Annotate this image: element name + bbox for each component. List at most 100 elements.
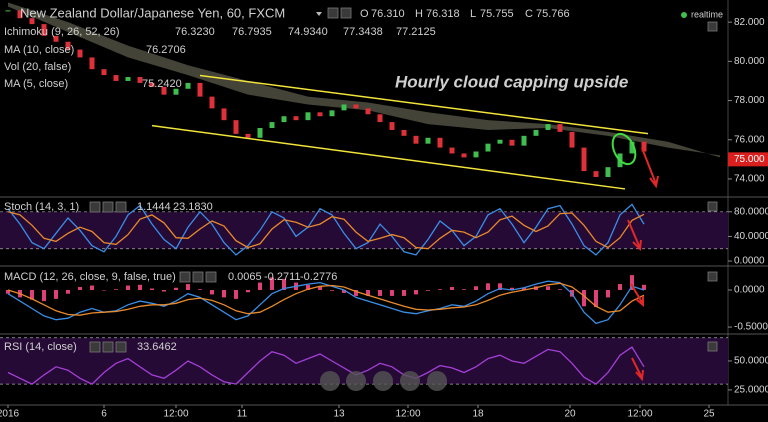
candle	[581, 147, 587, 172]
scroll-button[interactable]	[373, 371, 393, 391]
candle	[473, 151, 479, 158]
scroll-button[interactable]	[427, 371, 447, 391]
candle	[281, 116, 287, 123]
histogram-bar	[594, 289, 598, 308]
indicator-value: 76.3230	[175, 26, 215, 38]
panel-title[interactable]: Stoch (14, 3, 1)	[4, 201, 79, 213]
histogram-bar	[174, 287, 178, 290]
hide-icon[interactable]	[340, 7, 352, 19]
last-price-label: 75.000	[734, 154, 765, 165]
candle	[365, 108, 371, 115]
legend-value: 1.1444	[137, 201, 171, 213]
settings-icon[interactable]	[89, 341, 101, 353]
candle	[509, 139, 515, 146]
realtime-status: realtime	[691, 9, 723, 19]
scroll-button[interactable]	[320, 371, 340, 391]
histogram-bar	[162, 289, 166, 292]
candle	[521, 135, 527, 146]
symbol-title[interactable]: New Zealand Dollar/Japanese Yen, 60, FXC…	[20, 5, 285, 20]
candle	[641, 141, 647, 152]
histogram-bar	[102, 289, 106, 291]
candle	[29, 18, 35, 25]
y-tick-label: 0.0000	[734, 285, 765, 296]
candle	[425, 137, 431, 144]
ohlc-value: 75.766	[536, 8, 570, 20]
x-tick-label: 25	[703, 409, 715, 420]
indicator-line	[7, 346, 645, 385]
pane-button[interactable]	[707, 21, 718, 32]
channel-line	[199, 74, 649, 135]
histogram-bar	[114, 289, 118, 290]
histogram-bar	[42, 289, 46, 302]
indicator-name[interactable]: MA (10, close)	[4, 44, 74, 56]
indicator-name[interactable]: MA (5, close)	[4, 78, 68, 90]
histogram-bar	[246, 289, 250, 293]
x-tick-label: 13	[333, 409, 345, 420]
histogram-bar	[426, 289, 430, 291]
band-fill	[0, 211, 728, 249]
scroll-button[interactable]	[400, 371, 420, 391]
indicator-values: 76.3230 76.7935 74.9340 77.3438 77.2125 76.27…	[142, 26, 436, 90]
settings-icon[interactable]	[179, 271, 191, 283]
candle	[257, 127, 263, 138]
y-tick-label: -0.5000	[734, 322, 768, 333]
legend-value: 33.6462	[137, 341, 177, 353]
candle	[485, 143, 491, 152]
scroll-button[interactable]	[346, 371, 366, 391]
dropdown-icon[interactable]	[316, 12, 322, 16]
candle	[269, 122, 275, 128]
histogram-bar	[546, 286, 550, 290]
histogram-bar	[378, 289, 382, 296]
indicator-value: 74.9340	[288, 26, 328, 38]
ohlc-value: 76.310	[371, 8, 405, 20]
x-tick-label: 2016	[0, 409, 20, 420]
candle	[65, 41, 71, 50]
hide-icon[interactable]	[102, 201, 114, 213]
indicator-value: 77.2125	[396, 26, 436, 38]
hide-icon[interactable]	[102, 341, 114, 353]
candle	[353, 104, 359, 109]
y-tick-label: 80.0000	[734, 206, 768, 217]
ohlc-name: C	[525, 8, 533, 20]
indicator-line	[7, 282, 645, 316]
hide-icon[interactable]	[192, 271, 204, 283]
candle	[221, 108, 227, 121]
indicator-name[interactable]: Ichimoku (9, 26, 52, 26)	[4, 26, 120, 38]
close-icon[interactable]	[115, 201, 127, 213]
candle	[17, 10, 23, 19]
candle	[329, 110, 335, 117]
panel-title[interactable]: RSI (14, close)	[4, 341, 77, 353]
candle	[317, 112, 323, 117]
histogram-bar	[366, 289, 370, 296]
panel-title[interactable]: MACD (12, 26, close, 9, false, true)	[4, 271, 176, 283]
pane-button[interactable]	[707, 201, 718, 212]
settings-icon[interactable]	[89, 201, 101, 213]
candle	[41, 24, 47, 36]
candle	[557, 124, 563, 132]
histogram-bar	[282, 278, 286, 290]
candle	[401, 129, 407, 136]
histogram-bar	[306, 284, 310, 290]
candle	[137, 77, 143, 83]
scroll-buttons	[320, 371, 447, 391]
histogram-bar	[414, 289, 418, 295]
legend-value: -0.2776	[300, 271, 337, 283]
legend-value: 0.0065	[228, 271, 262, 283]
indicator-name[interactable]: Vol (20, false)	[4, 61, 71, 73]
histogram-bar	[234, 289, 238, 299]
histogram-bar	[450, 287, 454, 290]
settings-icon[interactable]	[327, 7, 339, 19]
ohlc-name: H	[415, 8, 423, 20]
candle	[161, 86, 167, 95]
close-icon[interactable]	[205, 271, 217, 283]
last-price-box	[728, 152, 768, 167]
candle	[545, 124, 551, 130]
histogram-bar	[258, 282, 262, 290]
histogram-bar	[342, 289, 346, 293]
histogram-bar	[222, 289, 226, 298]
pane-button[interactable]	[707, 341, 718, 352]
pane-button[interactable]	[707, 271, 718, 282]
close-icon[interactable]	[115, 341, 127, 353]
candle	[5, 10, 11, 12]
histogram-bar	[210, 289, 214, 295]
